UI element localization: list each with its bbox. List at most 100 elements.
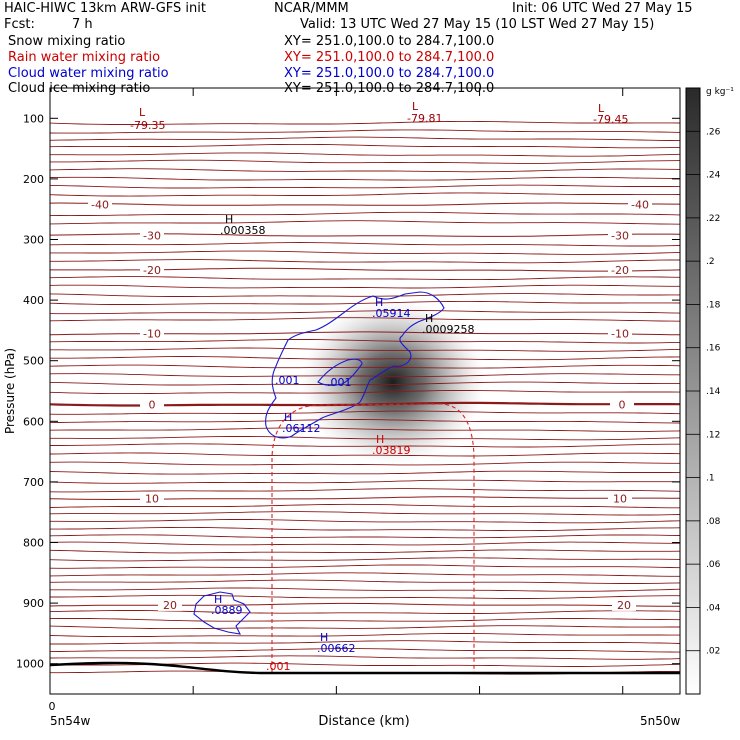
y-tick-label: 100 bbox=[23, 112, 44, 125]
x-axis bbox=[49, 88, 624, 694]
isotherm-line bbox=[50, 317, 680, 322]
isotherm-line bbox=[50, 276, 680, 281]
y-tick-label: 800 bbox=[23, 537, 44, 550]
isotherm-line bbox=[50, 557, 680, 562]
snow-shading bbox=[301, 300, 485, 464]
isotherm-line bbox=[50, 461, 680, 466]
forecast-value: 7 h bbox=[72, 17, 93, 32]
contour-label: .001 bbox=[266, 660, 291, 673]
temperature-contours: 0 0 -10 -10 -20 -20 -30 -30 -40 -40 10 10 20 20 bbox=[50, 120, 680, 675]
isotherm-line bbox=[50, 618, 680, 622]
rain-water-contour bbox=[271, 403, 475, 672]
isotherm-line bbox=[50, 488, 680, 493]
high-marker: H bbox=[284, 411, 292, 424]
isotherm-label-bg bbox=[140, 327, 164, 340]
extrema-labels: L -79.35 L -79.81 L -79.45 H .000358 H .… bbox=[130, 100, 628, 673]
isotherm-line bbox=[50, 587, 680, 592]
isotherm-label: -10 bbox=[611, 327, 629, 340]
isotherm-label: 10 bbox=[613, 492, 627, 505]
colorbar-tick-label: .08 bbox=[706, 517, 721, 527]
isotherm-line bbox=[50, 419, 680, 424]
isotherm-label: 0 bbox=[149, 398, 156, 411]
colorbar-tick-label: .04 bbox=[706, 603, 721, 613]
isotherm-line bbox=[50, 339, 680, 344]
high-marker: H bbox=[320, 631, 328, 644]
isotherm-line bbox=[50, 633, 680, 638]
run-title: HAIC-HIWC 13km ARW-GFS init bbox=[4, 1, 206, 16]
isotherm-line bbox=[50, 168, 680, 173]
isotherm-line bbox=[50, 410, 680, 415]
isotherm-label-bg bbox=[628, 198, 652, 211]
isotherm-line bbox=[50, 220, 680, 225]
isotherm-label-bg bbox=[610, 398, 634, 411]
isotherm-label: -30 bbox=[611, 229, 629, 242]
field-xy-rain: XY= 251.0,100.0 to 284.7,100.0 bbox=[284, 50, 495, 65]
field-label-snow: Snow mixing ratio bbox=[8, 34, 126, 49]
high-marker: H bbox=[376, 433, 384, 446]
isotherm-label-bg bbox=[608, 327, 632, 340]
colorbar-tick-label: .18 bbox=[706, 300, 721, 310]
extrema-value: -79.45 bbox=[593, 113, 628, 126]
isotherm-label: 0 bbox=[619, 398, 626, 411]
colorbar-unit: g kg⁻¹ bbox=[706, 87, 734, 97]
high-marker: H bbox=[225, 213, 233, 226]
isotherm-line-labelled bbox=[50, 602, 680, 607]
isotherm-label: -20 bbox=[611, 264, 629, 277]
cloud-water-contour-low bbox=[193, 591, 251, 635]
y-tick-label: 600 bbox=[23, 415, 44, 428]
extrema-value: .0009258 bbox=[422, 323, 475, 336]
low-marker: L bbox=[412, 100, 419, 113]
isotherm-line bbox=[50, 541, 680, 546]
isotherm-line bbox=[50, 648, 680, 653]
contour-label: .001 bbox=[327, 376, 352, 389]
isotherm-label: -40 bbox=[631, 198, 649, 211]
isotherm-line bbox=[50, 436, 680, 441]
extrema-value: .03819 bbox=[372, 444, 411, 457]
extrema-value: -79.81 bbox=[407, 112, 442, 125]
colorbar-tick-label: .14 bbox=[706, 387, 721, 397]
isotherm-label-bg bbox=[140, 398, 164, 411]
field-label-cloud-water: Cloud water mixing ratio bbox=[8, 66, 169, 81]
isotherm-label-bg bbox=[608, 229, 632, 242]
valid-time: Valid: 13 UTC Wed 27 May 15 (10 LST Wed … bbox=[300, 17, 655, 32]
colorbar-ticks: .02 .04 .06 .08 .1 .12 .14 .16 .18 .2 .22 .24 .26 bbox=[686, 127, 721, 657]
isotherm-line bbox=[50, 300, 680, 305]
isotherm-line bbox=[50, 284, 680, 289]
isotherm-line bbox=[50, 184, 680, 189]
contour-label: .001 bbox=[275, 374, 300, 387]
isotherm-line bbox=[50, 655, 680, 660]
y-tick-label: 200 bbox=[23, 173, 44, 186]
colorbar-tick-label: .02 bbox=[706, 647, 720, 657]
isotherm-line bbox=[50, 152, 680, 157]
isotherm-label: 20 bbox=[617, 599, 631, 612]
isotherm-line bbox=[50, 534, 680, 539]
isotherm-line bbox=[50, 176, 680, 181]
isotherm-line bbox=[50, 443, 680, 448]
isotherm-label-bg bbox=[140, 229, 164, 242]
field-xy-cloud-water: XY= 251.0,100.0 to 284.7,100.0 bbox=[284, 66, 495, 81]
x-left-location: 5n54w bbox=[50, 714, 91, 728]
extrema-value: .06112 bbox=[282, 422, 321, 435]
isotherm-line bbox=[50, 519, 680, 524]
isotherm-line bbox=[50, 479, 680, 484]
isotherm-line bbox=[50, 120, 680, 125]
plot-frame bbox=[49, 87, 681, 695]
isotherm-line bbox=[50, 347, 680, 352]
extrema-value: .05914 bbox=[372, 307, 411, 320]
high-marker: H bbox=[214, 593, 222, 606]
isotherm-label: 10 bbox=[145, 492, 159, 505]
high-marker: H bbox=[375, 296, 383, 309]
colorbar-tick-label: .2 bbox=[706, 257, 715, 267]
isotherm-label: -40 bbox=[91, 198, 109, 211]
low-marker: L bbox=[598, 102, 605, 115]
isotherm-line bbox=[50, 564, 680, 569]
colorbar-tick-label: .16 bbox=[706, 344, 721, 354]
isotherm-line bbox=[50, 640, 680, 645]
isotherm-line bbox=[50, 159, 680, 164]
isotherm-line bbox=[50, 242, 680, 247]
low-marker: L bbox=[139, 106, 146, 119]
isotherm-line bbox=[50, 129, 680, 134]
isotherm-line-labelled bbox=[50, 202, 680, 206]
